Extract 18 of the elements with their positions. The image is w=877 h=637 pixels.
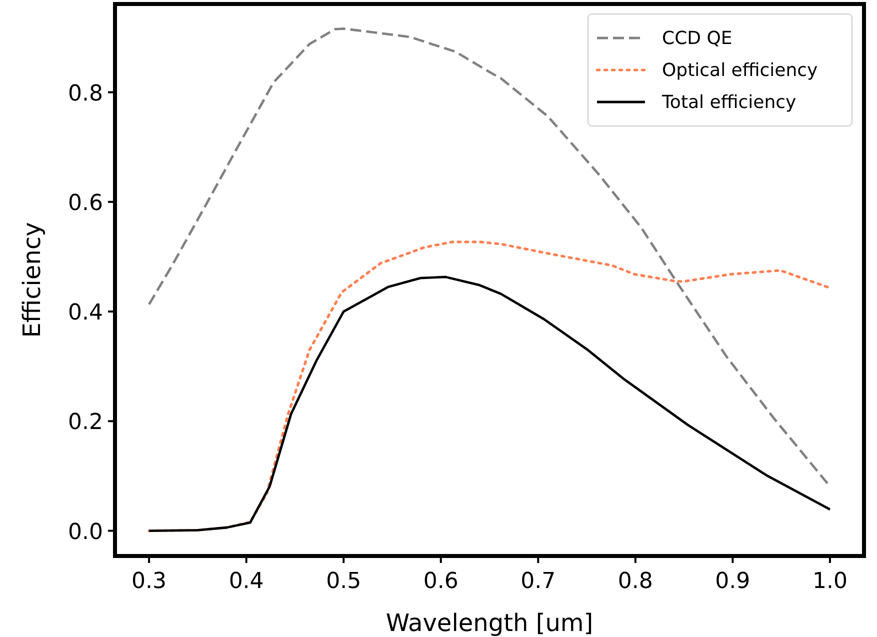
x-tick-label: 0.6 bbox=[423, 569, 458, 594]
y-tick-label: 0.4 bbox=[68, 300, 103, 326]
y-tick-label: 0.2 bbox=[68, 410, 103, 436]
legend-label: Optical efficiency bbox=[662, 60, 818, 81]
x-tick-label: 0.4 bbox=[228, 569, 264, 594]
x-axis-title: Wavelength [um] bbox=[386, 609, 594, 637]
legend-label: Total efficiency bbox=[661, 92, 797, 113]
x-tick-label: 0.5 bbox=[326, 569, 362, 594]
y-tick-label: 0.6 bbox=[68, 190, 103, 216]
legend-label: CCD QE bbox=[662, 28, 732, 49]
x-tick-label: 0.8 bbox=[618, 569, 653, 594]
x-tick-label: 0.9 bbox=[715, 569, 750, 594]
y-axis-title: Efficiency bbox=[18, 222, 46, 338]
y-tick-label: 0.8 bbox=[68, 81, 103, 106]
x-tick-label: 0.3 bbox=[132, 569, 167, 594]
x-tick-label: 0.7 bbox=[520, 569, 556, 594]
y-tick-label: 0.0 bbox=[68, 520, 103, 545]
x-tick-label: 1.0 bbox=[812, 569, 848, 594]
